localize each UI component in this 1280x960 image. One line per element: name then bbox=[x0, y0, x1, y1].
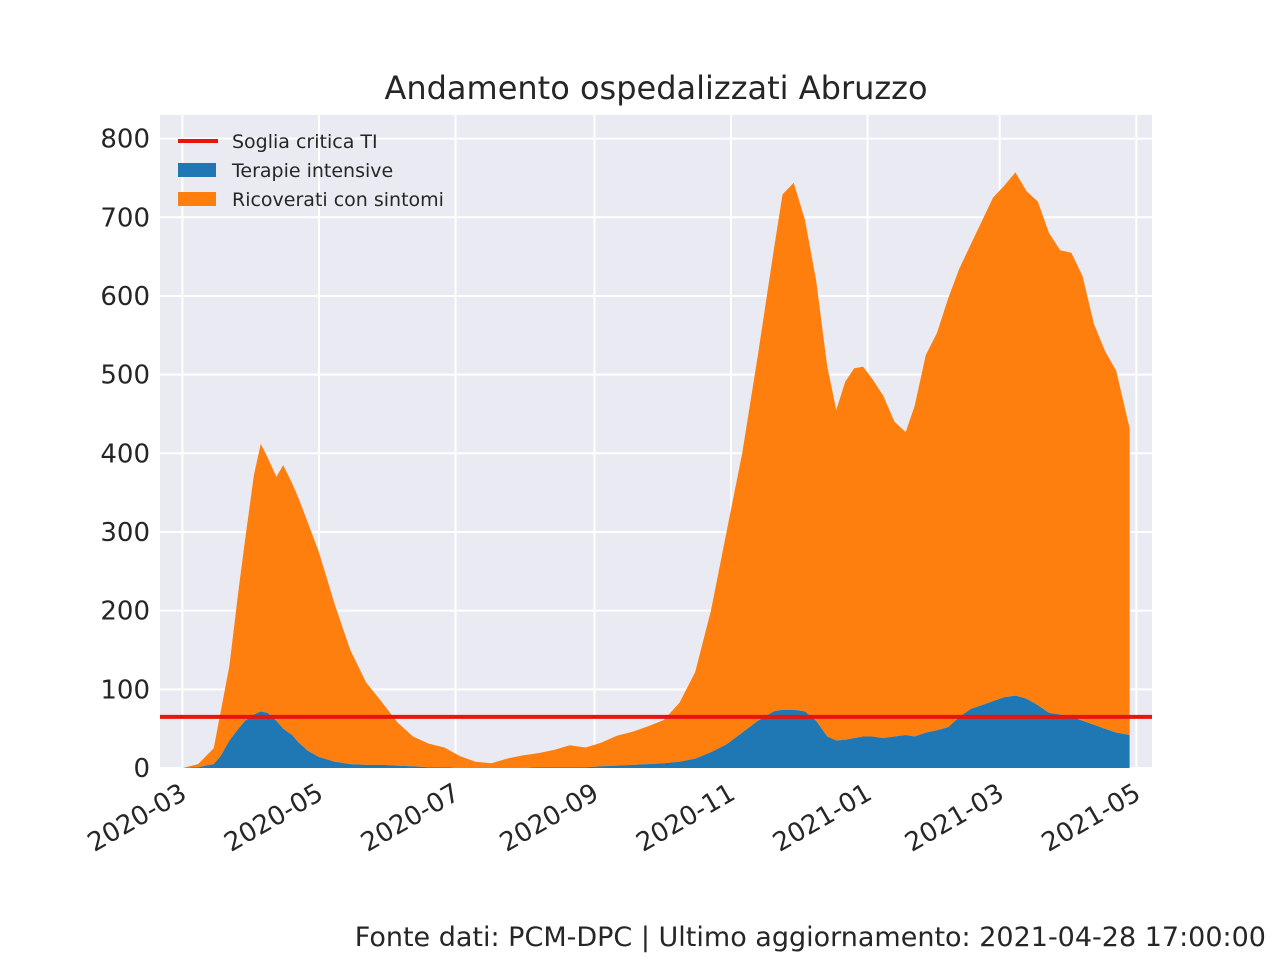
hospitalization-chart: 0 100 200 300 400 500 600 700 800 2020-03 2020-05… bbox=[83, 69, 1152, 858]
legend-swatch-terapie bbox=[178, 163, 216, 177]
x-tick-label: 2021-01 bbox=[768, 778, 877, 858]
y-tick-label: 100 bbox=[100, 675, 150, 705]
y-tick-label: 200 bbox=[100, 597, 150, 627]
chart-title: Andamento ospedalizzati Abruzzo bbox=[384, 69, 927, 107]
legend-label: Soglia critica TI bbox=[232, 131, 378, 153]
x-tick-label: 2020-03 bbox=[83, 778, 192, 858]
legend-label: Terapie intensive bbox=[231, 160, 393, 182]
terapie-intensive-area bbox=[182, 695, 1130, 768]
x-tick-label: 2021-03 bbox=[900, 778, 1009, 858]
y-tick-label: 0 bbox=[133, 754, 150, 784]
y-tick-label: 400 bbox=[100, 439, 150, 469]
y-tick-label: 600 bbox=[100, 282, 150, 312]
legend: Soglia critica TI Terapie intensive Ricove… bbox=[178, 131, 444, 211]
y-tick-label: 500 bbox=[100, 361, 150, 391]
footer-source: Fonte dati: PCM-DPC | Ultimo aggiornamen… bbox=[354, 922, 1266, 953]
ricoverati-area bbox=[182, 172, 1130, 768]
y-tick-label: 700 bbox=[100, 203, 150, 233]
legend-label: Ricoverati con sintomi bbox=[232, 189, 444, 211]
areas bbox=[182, 172, 1130, 768]
x-tick-label: 2020-09 bbox=[495, 778, 604, 858]
x-tick-label: 2020-11 bbox=[631, 778, 740, 858]
x-tick-label: 2021-05 bbox=[1037, 778, 1146, 858]
y-tick-label: 300 bbox=[100, 518, 150, 548]
x-axis: 2020-03 2020-05 2020-07 2020-09 2020-11 2021-… bbox=[83, 778, 1146, 858]
x-tick-label: 2020-05 bbox=[219, 778, 328, 858]
y-tick-label: 800 bbox=[100, 125, 150, 155]
legend-swatch-ricoverati bbox=[178, 192, 216, 206]
x-tick-label: 2020-07 bbox=[356, 778, 465, 858]
y-axis: 0 100 200 300 400 500 600 700 800 bbox=[100, 125, 150, 784]
